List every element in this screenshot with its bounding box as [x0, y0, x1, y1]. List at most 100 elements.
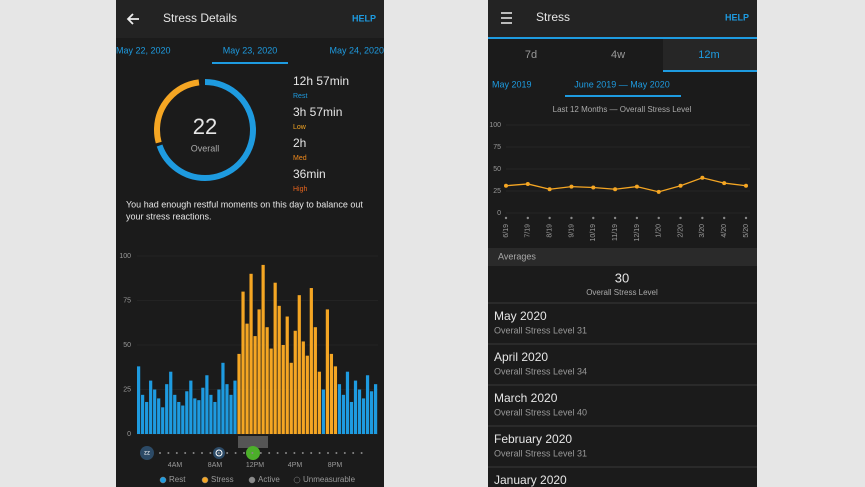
month-title[interactable]: May 2020 [494, 309, 547, 323]
timeline-dot [192, 452, 195, 454]
help-button[interactable]: HELP [725, 12, 749, 22]
x-tick-label: 12PM [246, 462, 264, 469]
x-tick-dot [722, 216, 726, 220]
month-title[interactable]: March 2020 [494, 391, 558, 405]
date-tab-selected[interactable]: May 23, 2020 [223, 45, 278, 55]
timeline-dot [310, 452, 313, 454]
bar [257, 309, 261, 434]
x-tick-label: 1/20 [656, 224, 663, 238]
line-point [525, 181, 530, 186]
bar [245, 323, 249, 434]
x-tick-label: 8/19 [546, 224, 553, 238]
bar [253, 336, 257, 434]
month-subtitle: Overall Stress Level 31 [494, 325, 587, 335]
legend-label: Unmeasurable [303, 475, 356, 484]
bar [189, 380, 193, 434]
bar [197, 400, 201, 434]
bar [137, 366, 141, 434]
line-point [678, 183, 683, 188]
timeline-dot [251, 452, 254, 454]
bar [161, 407, 165, 434]
stat-value: 12h 57min [293, 74, 349, 88]
x-tick-dot [744, 216, 748, 220]
y-tick-label: 75 [493, 144, 501, 151]
x-tick-dot [526, 216, 530, 220]
line [505, 177, 747, 193]
y-tick-label: 25 [123, 386, 131, 393]
header-divider [488, 37, 757, 39]
bar [249, 273, 253, 434]
bar [185, 391, 189, 434]
back-button[interactable] [126, 13, 139, 25]
left-header [116, 0, 384, 38]
legend-swatch [293, 476, 301, 484]
timeline-dot [268, 452, 271, 454]
date-tab[interactable]: May 24, 2020 [329, 45, 384, 55]
x-tick-dot [592, 216, 595, 220]
y-tick-label: 0 [127, 431, 131, 438]
month-title[interactable]: February 2020 [494, 432, 572, 446]
bar [261, 264, 265, 434]
bar [241, 291, 245, 434]
timeline-dot [217, 452, 220, 454]
line-point [634, 184, 639, 189]
bar [141, 394, 145, 434]
legend-swatch [159, 476, 167, 484]
month-title[interactable]: January 2020 [494, 473, 567, 487]
x-tick-label: 10/19 [590, 224, 597, 242]
bar [229, 394, 233, 434]
line-point [591, 185, 596, 190]
average-label: Overall Stress Level [586, 288, 658, 297]
bar [153, 389, 157, 434]
bar [365, 375, 370, 434]
range-tab[interactable]: 7d [525, 49, 537, 61]
timeline-dot [234, 452, 237, 454]
bar [213, 401, 217, 434]
bar [301, 341, 305, 434]
x-tick-label: 3/20 [699, 224, 706, 238]
y-tick-label: 0 [497, 210, 501, 217]
legend-label: Stress [211, 475, 234, 484]
menu-button[interactable] [501, 12, 512, 24]
timeline-dot [159, 452, 161, 454]
bar [297, 295, 301, 434]
y-tick-label: 25 [493, 188, 501, 195]
bar [313, 327, 317, 434]
x-tick-label: 4/20 [721, 224, 728, 238]
timeline-dot [167, 452, 170, 454]
overall-score: 22 [193, 114, 217, 139]
bar [273, 282, 277, 434]
x-tick-label: 9/19 [568, 224, 575, 238]
y-tick-label: 50 [123, 342, 131, 349]
header-title: Stress [536, 10, 570, 24]
bar [309, 288, 313, 434]
bar [157, 398, 161, 434]
y-tick-label: 75 [123, 297, 131, 304]
date-tab[interactable]: May 22, 2020 [116, 45, 171, 55]
overall-label: Overall [191, 143, 220, 153]
range-tab[interactable]: 12m [698, 49, 719, 61]
bar [265, 327, 269, 434]
bar [205, 375, 209, 434]
range-tab-selected-bg [663, 39, 757, 71]
x-tick-dot [570, 216, 573, 220]
month-title[interactable]: April 2020 [494, 350, 548, 364]
bar [169, 371, 173, 434]
ring-stress [154, 79, 256, 181]
timeline-dot [243, 452, 245, 454]
tab-underline [212, 62, 288, 64]
help-button[interactable]: HELP [352, 13, 376, 23]
bar [317, 371, 321, 434]
line-point [722, 181, 727, 186]
x-tick-label: 11/19 [612, 224, 619, 241]
average-value: 30 [615, 270, 629, 285]
period-tab-selected[interactable]: June 2019 — May 2020 [574, 79, 670, 89]
legend-label: Active [258, 475, 280, 484]
bar [329, 353, 334, 434]
period-tab[interactable]: May 2019 [492, 79, 532, 89]
x-tick-dot [504, 216, 508, 220]
range-tab[interactable]: 4w [611, 49, 625, 61]
timeline-dot [335, 452, 338, 454]
line-point [656, 189, 661, 194]
